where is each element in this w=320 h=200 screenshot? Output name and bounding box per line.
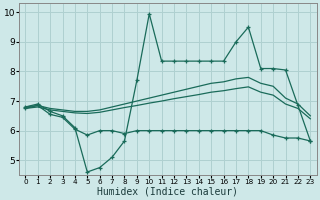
X-axis label: Humidex (Indice chaleur): Humidex (Indice chaleur): [97, 187, 238, 197]
